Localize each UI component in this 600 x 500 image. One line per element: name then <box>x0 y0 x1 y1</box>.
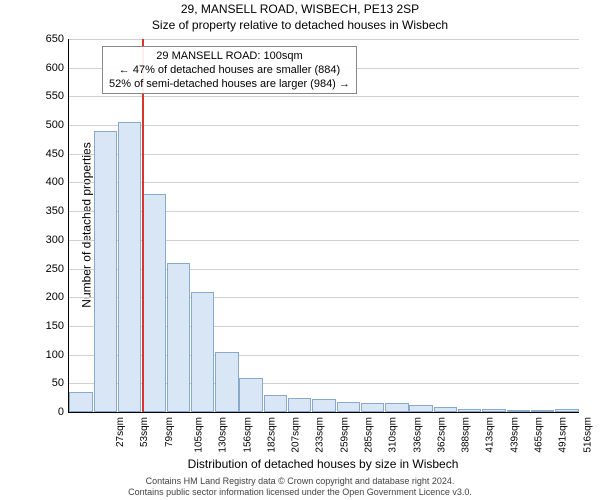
x-axis-label: Distribution of detached houses by size … <box>68 457 578 471</box>
histogram-bar <box>215 352 238 412</box>
x-tick-label: 285sqm <box>364 417 375 453</box>
y-tick-label: 250 <box>16 264 64 275</box>
x-tick-label: 207sqm <box>291 417 302 453</box>
y-tick-label: 100 <box>16 350 64 361</box>
x-tick-label: 156sqm <box>242 417 253 453</box>
histogram-bar <box>69 392 92 412</box>
chart-title-line1: 29, MANSELL ROAD, WISBECH, PE13 2SP <box>0 2 600 16</box>
histogram-bar <box>434 407 457 412</box>
histogram-bar <box>458 409 481 412</box>
gridline <box>69 154 579 155</box>
x-tick-label: 53sqm <box>139 417 150 447</box>
chart-title-line2: Size of property relative to detached ho… <box>0 18 600 32</box>
y-tick-label: 150 <box>16 321 64 332</box>
histogram-bar <box>555 409 578 412</box>
x-tick-label: 516sqm <box>582 417 593 453</box>
gridline <box>69 39 579 40</box>
histogram-bar <box>167 263 190 412</box>
x-tick-label: 259sqm <box>339 417 350 453</box>
histogram-bar <box>239 378 262 412</box>
y-tick-label: 350 <box>16 206 64 217</box>
annotation-line2: ← 47% of detached houses are smaller (88… <box>109 63 350 77</box>
y-tick-label: 600 <box>16 63 64 74</box>
histogram-bar <box>142 194 165 412</box>
plot-area <box>68 39 579 413</box>
x-tick-label: 362sqm <box>436 417 447 453</box>
x-tick-label: 233sqm <box>315 417 326 453</box>
x-tick-label: 79sqm <box>164 417 175 447</box>
x-tick-label: 491sqm <box>558 417 569 453</box>
histogram-bar <box>118 122 141 412</box>
histogram-bar <box>361 403 384 412</box>
x-tick-label: 439sqm <box>509 417 520 453</box>
y-tick-label: 0 <box>16 407 64 418</box>
annotation-line1: 29 MANSELL ROAD: 100sqm <box>109 49 350 63</box>
marker-annotation: 29 MANSELL ROAD: 100sqm ← 47% of detache… <box>102 46 357 94</box>
x-tick-label: 413sqm <box>485 417 496 453</box>
histogram-bar <box>409 405 432 412</box>
x-tick-label: 27sqm <box>115 417 126 447</box>
x-tick-label: 182sqm <box>266 417 277 453</box>
histogram-bar <box>507 410 530 412</box>
gridline <box>69 96 579 97</box>
y-tick-label: 500 <box>16 120 64 131</box>
x-tick-label: 105sqm <box>194 417 205 453</box>
histogram-bar <box>531 410 554 412</box>
histogram-bar <box>288 398 311 412</box>
footer-line1: Contains HM Land Registry data © Crown c… <box>0 476 600 487</box>
y-tick-label: 400 <box>16 177 64 188</box>
y-tick-label: 300 <box>16 235 64 246</box>
footer-line2: Contains public sector information licen… <box>0 487 600 498</box>
histogram-bar <box>337 402 360 412</box>
y-tick-label: 50 <box>16 378 64 389</box>
gridline <box>69 182 579 183</box>
histogram-bar <box>482 409 505 412</box>
y-tick-label: 550 <box>16 91 64 102</box>
y-tick-label: 650 <box>16 34 64 45</box>
x-tick-label: 336sqm <box>412 417 423 453</box>
x-tick-label: 310sqm <box>388 417 399 453</box>
footer-attribution: Contains HM Land Registry data © Crown c… <box>0 476 600 498</box>
x-tick-label: 388sqm <box>461 417 472 453</box>
annotation-line3: 52% of semi-detached houses are larger (… <box>109 77 350 91</box>
y-tick-label: 200 <box>16 292 64 303</box>
x-tick-label: 465sqm <box>534 417 545 453</box>
histogram-bar <box>312 399 335 412</box>
y-tick-label: 450 <box>16 149 64 160</box>
property-marker-line <box>142 39 144 412</box>
chart-container: 29, MANSELL ROAD, WISBECH, PE13 2SP Size… <box>0 0 600 500</box>
histogram-bar <box>191 292 214 413</box>
gridline <box>69 125 579 126</box>
histogram-bar <box>94 131 117 412</box>
x-tick-label: 130sqm <box>218 417 229 453</box>
histogram-bar <box>385 403 408 412</box>
histogram-bar <box>264 395 287 412</box>
